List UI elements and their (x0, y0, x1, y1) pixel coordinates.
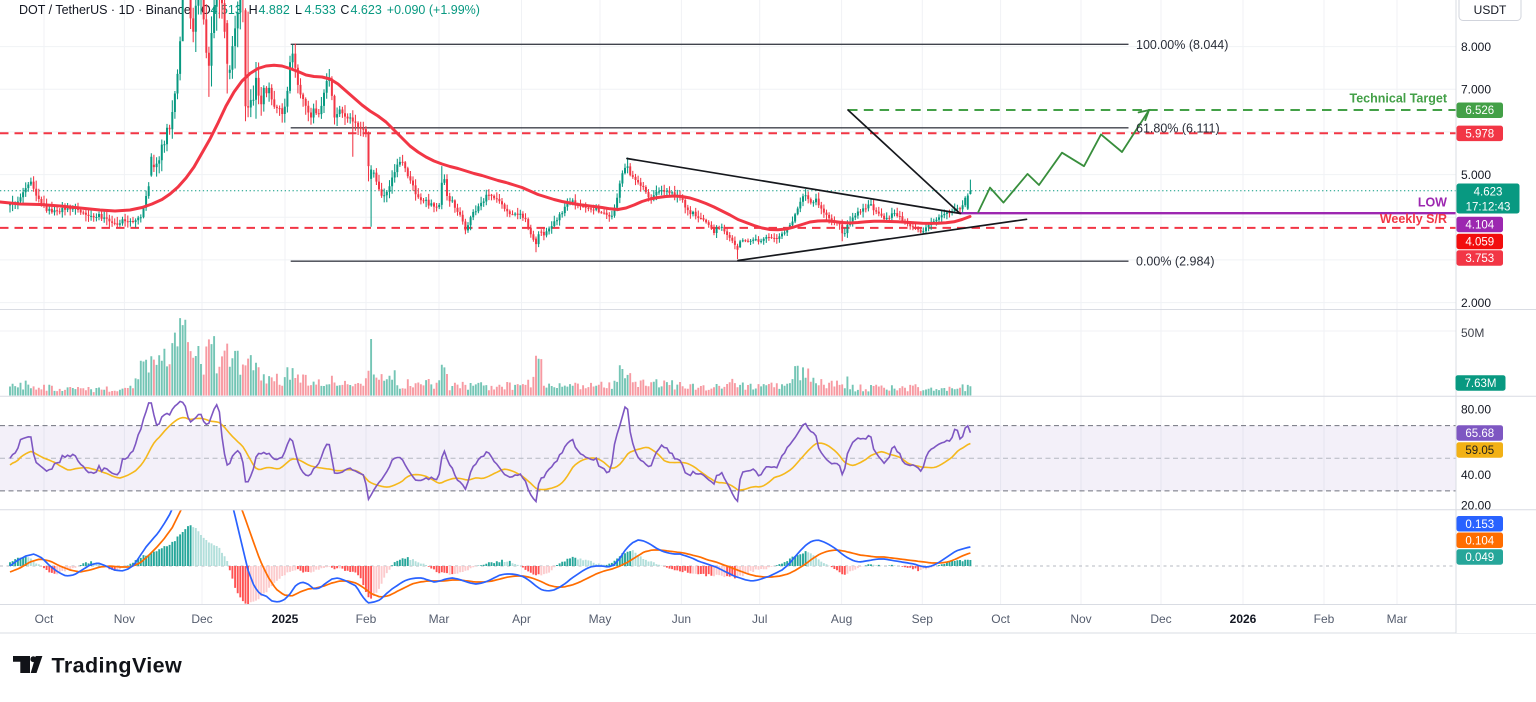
svg-text:LOW: LOW (1418, 196, 1447, 210)
svg-text:2.000: 2.000 (1461, 296, 1491, 310)
svg-text:May: May (589, 612, 612, 626)
svg-text:3.753: 3.753 (1465, 253, 1494, 265)
svg-text:+0.090 (+1.99%): +0.090 (+1.99%) (387, 3, 480, 17)
svg-text:4.513: 4.513 (211, 3, 242, 17)
svg-text:0.104: 0.104 (1465, 535, 1494, 547)
svg-text:2026: 2026 (1230, 612, 1257, 626)
svg-text:Mar: Mar (429, 612, 450, 626)
svg-text:0.153: 0.153 (1465, 519, 1494, 531)
svg-text:7.63M: 7.63M (1465, 378, 1497, 390)
svg-text:40.00: 40.00 (1461, 468, 1491, 482)
svg-text:4.104: 4.104 (1465, 219, 1494, 231)
svg-text:Nov: Nov (114, 612, 135, 626)
svg-text:0.049: 0.049 (1465, 552, 1494, 564)
svg-text:Mar: Mar (1387, 612, 1408, 626)
svg-text:17:12:43: 17:12:43 (1466, 201, 1511, 213)
svg-text:Aug: Aug (831, 612, 852, 626)
svg-text:H: H (249, 3, 258, 17)
svg-text:80.00: 80.00 (1461, 403, 1491, 417)
svg-text:DOT / TetherUS · 1D · Binance: DOT / TetherUS · 1D · Binance (19, 3, 191, 17)
svg-text:Feb: Feb (1314, 612, 1335, 626)
svg-text:Oct: Oct (35, 612, 54, 626)
svg-text:100.00% (8.044): 100.00% (8.044) (1136, 38, 1228, 52)
svg-text:8.000: 8.000 (1461, 40, 1491, 54)
svg-text:4.059: 4.059 (1465, 236, 1494, 248)
svg-text:4.882: 4.882 (259, 3, 290, 17)
svg-text:C: C (340, 3, 349, 17)
svg-text:65.68: 65.68 (1465, 428, 1494, 440)
svg-text:4.533: 4.533 (305, 3, 336, 17)
svg-text:Dec: Dec (1150, 612, 1171, 626)
svg-text:4.623: 4.623 (351, 3, 382, 17)
svg-text:L: L (295, 3, 302, 17)
svg-text:Jul: Jul (752, 612, 767, 626)
svg-text:Weekly S/R: Weekly S/R (1380, 212, 1447, 226)
svg-text:Sep: Sep (912, 612, 934, 626)
svg-text:4.623: 4.623 (1474, 186, 1503, 198)
svg-text:2025: 2025 (272, 612, 299, 626)
svg-text:Jun: Jun (672, 612, 691, 626)
svg-text:0.00% (2.984): 0.00% (2.984) (1136, 254, 1215, 268)
svg-text:Feb: Feb (356, 612, 377, 626)
svg-text:5.000: 5.000 (1461, 168, 1491, 182)
svg-text:Nov: Nov (1070, 612, 1091, 626)
svg-text:Dec: Dec (191, 612, 212, 626)
svg-text:Technical Target: Technical Target (1350, 92, 1448, 106)
svg-text:Apr: Apr (512, 612, 531, 626)
svg-text:50M: 50M (1461, 326, 1484, 340)
svg-text:5.978: 5.978 (1465, 128, 1494, 140)
svg-text:Oct: Oct (991, 612, 1010, 626)
svg-text:TradingView: TradingView (52, 654, 183, 678)
svg-text:61.80% (6.111): 61.80% (6.111) (1136, 121, 1220, 135)
svg-text:20.00: 20.00 (1461, 499, 1491, 513)
svg-text:59.05: 59.05 (1465, 445, 1494, 457)
svg-text:USDT: USDT (1474, 3, 1507, 17)
svg-text:7.000: 7.000 (1461, 83, 1491, 97)
svg-text:6.526: 6.526 (1465, 105, 1494, 117)
